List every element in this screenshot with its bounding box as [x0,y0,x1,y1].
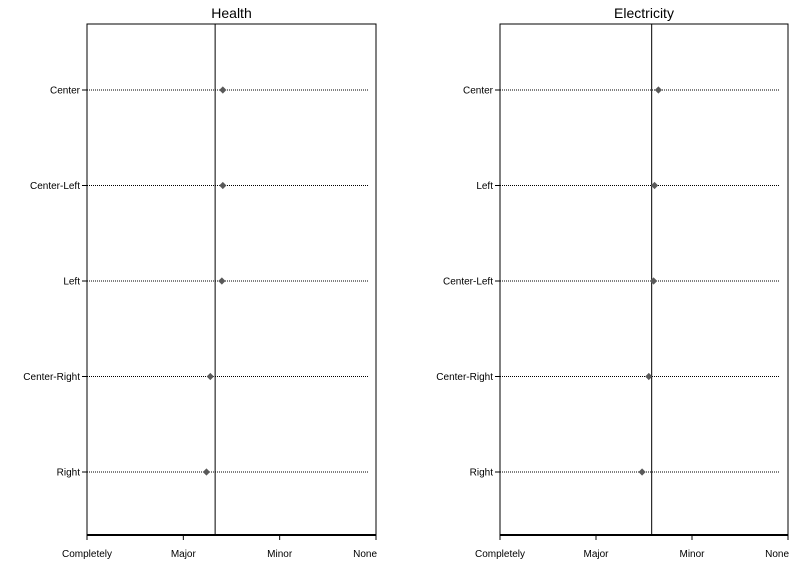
category-label: Center [463,86,494,97]
x-tick-label: Major [171,549,197,560]
data-point [219,181,227,190]
category-label: Left [476,181,493,192]
plot-frame [86,23,377,536]
x-tick-label: Major [583,549,609,560]
plot-frame [499,23,789,536]
data-point [218,277,226,285]
x-tick-label: Completely [62,549,112,560]
data-point [645,372,653,381]
health-panel: Health Center Center-Left Left Center-Right R… [23,5,377,560]
x-tick-label: None [765,549,789,560]
data-point [638,468,646,476]
x-tick-label: Completely [475,549,525,560]
chart-title: Health [211,5,251,21]
category-label: Right [470,468,494,479]
data-point [219,86,227,94]
electricity-panel: Electricity Center Left Center-Left Center-R… [436,5,789,560]
category-label: Center-Right [436,372,493,383]
data-point [654,86,662,94]
category-label: Center-Left [443,277,493,288]
category-label: Center-Right [23,372,80,383]
data-point [650,181,659,190]
data-point [202,468,211,476]
x-tick-label: Minor [267,549,293,560]
category-label: Left [63,277,80,288]
x-tick-label: None [353,549,377,560]
category-label: Right [57,468,81,479]
data-point [650,277,658,285]
category-label: Center [50,86,81,97]
x-tick-label: Minor [679,549,705,560]
category-label: Center-Left [30,181,80,192]
data-point [206,372,214,381]
chart-title: Electricity [614,5,674,21]
